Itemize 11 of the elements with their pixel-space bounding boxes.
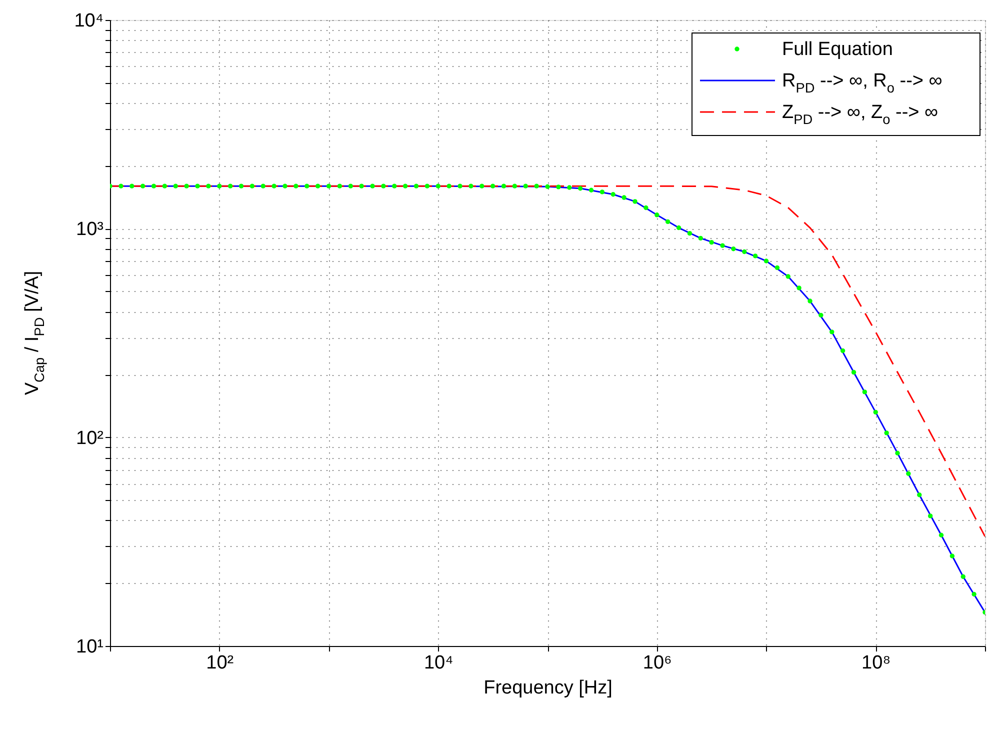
y-tick-label: 10³: [76, 219, 104, 240]
y-tick-label: 10²: [76, 428, 104, 449]
y-tick-label: 10⁴: [74, 10, 104, 32]
x-axis-title: Frequency [Hz]: [484, 678, 612, 698]
legend-label: Full Equation: [782, 39, 893, 60]
x-tick-label: 10⁸: [862, 652, 891, 674]
x-tick-label: 10⁶: [642, 652, 672, 674]
x-tick-label: 10²: [206, 652, 234, 674]
y-tick-label: 10¹: [76, 636, 104, 658]
x-tick-label: 10⁴: [424, 652, 454, 674]
y-axis-title: VCap / IPD [V/A]: [22, 270, 48, 396]
